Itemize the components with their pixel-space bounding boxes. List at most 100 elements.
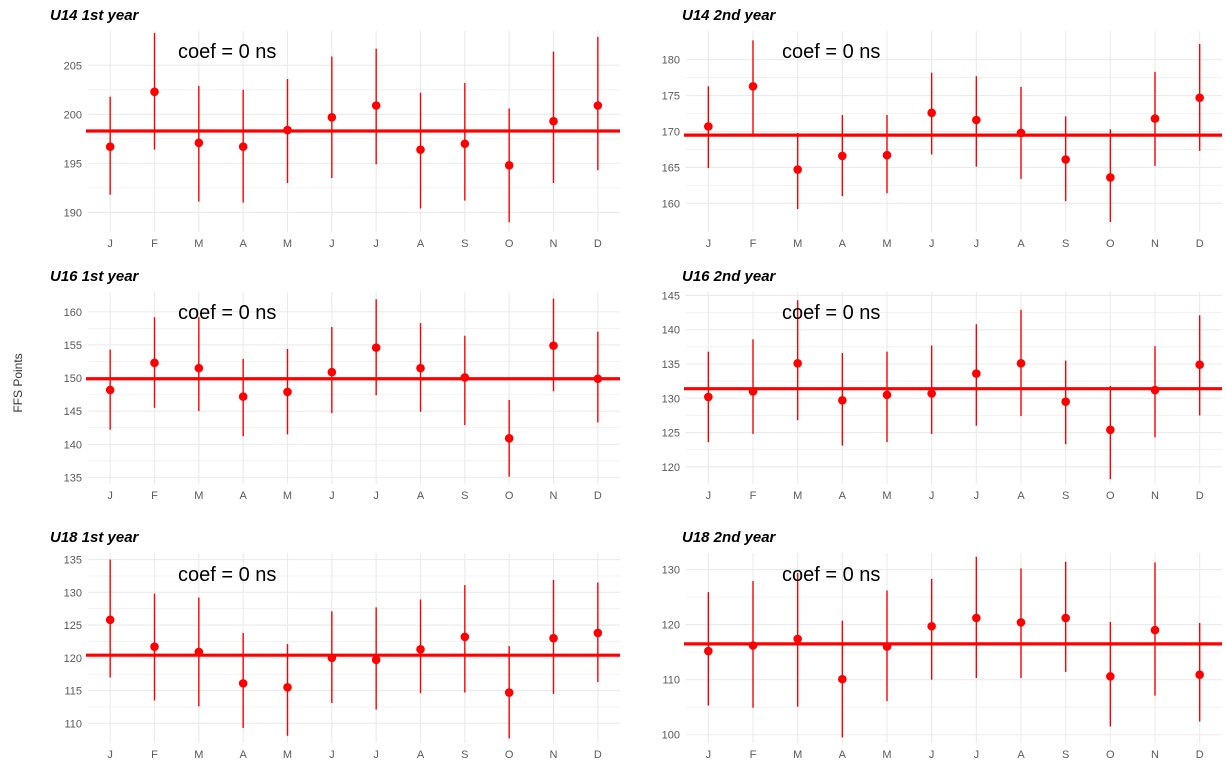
x-tick-label: N — [1151, 238, 1159, 250]
x-tick-label: O — [1106, 238, 1115, 250]
data-point — [838, 396, 847, 405]
panel-title: U18 1st year — [50, 529, 140, 546]
x-tick-label: M — [882, 749, 891, 761]
x-tick-label: A — [239, 490, 247, 502]
x-tick-label: J — [929, 238, 935, 250]
data-point — [1106, 173, 1115, 182]
panel-4: U16 2nd year 120 125 130 135 140 145 J F M A M J J A S O… — [662, 268, 1222, 502]
x-tick-label: S — [461, 238, 468, 250]
y-tick-label: 130 — [64, 587, 82, 599]
x-tick-label: N — [550, 238, 558, 250]
data-point — [283, 387, 292, 397]
y-tick-label: 170 — [662, 127, 680, 139]
data-point — [1106, 672, 1115, 681]
coef-annotation: coef = 0 ns — [782, 564, 880, 586]
y-tick-label: 160 — [64, 307, 82, 319]
data-point — [972, 115, 981, 125]
y-tick-label: 125 — [662, 428, 680, 440]
panel-3: U16 1st year 135 140 145 150 155 160 J F M A M J J A S O… — [50, 268, 620, 502]
x-tick-label: O — [1106, 490, 1115, 502]
data-point — [238, 392, 248, 401]
y-tick-label: 160 — [662, 198, 680, 210]
x-tick-label: J — [107, 238, 113, 250]
x-tick-label: F — [151, 490, 158, 502]
data-point — [1061, 613, 1070, 623]
x-tick-label: D — [594, 490, 602, 502]
x-tick-label: F — [750, 238, 757, 250]
x-tick-label: A — [417, 490, 425, 502]
y-tick-label: 100 — [662, 730, 680, 742]
x-tick-label: J — [329, 490, 335, 502]
x-tick-label: M — [793, 490, 802, 502]
data-point — [283, 683, 292, 692]
panel-5: U18 1st year 110 115 120 125 130 135 J F M A M J J A S O… — [50, 529, 620, 761]
y-tick-label: 135 — [64, 472, 82, 484]
data-point — [327, 653, 337, 663]
data-point — [793, 359, 802, 368]
y-tick-label: 115 — [64, 686, 82, 698]
y-tick-label: 125 — [64, 620, 82, 632]
x-tick-label: D — [594, 238, 602, 250]
data-point — [1106, 425, 1115, 435]
x-tick-label: A — [1017, 238, 1025, 250]
x-tick-label: J — [929, 490, 935, 502]
x-tick-label: A — [239, 238, 247, 250]
x-tick-label: M — [283, 749, 292, 761]
coef-annotation: coef = 0 ns — [178, 564, 276, 586]
x-tick-label: A — [417, 238, 425, 250]
y-tick-label: 165 — [662, 162, 680, 174]
data-point — [882, 642, 892, 651]
data-point — [793, 634, 802, 644]
x-tick-label: A — [239, 749, 247, 761]
data-point — [593, 628, 603, 638]
data-point — [748, 81, 758, 91]
data-point — [416, 645, 425, 654]
y-tick-label: 110 — [64, 718, 82, 730]
x-tick-label: M — [283, 490, 292, 502]
data-point — [1150, 625, 1160, 635]
data-point — [704, 646, 713, 656]
y-tick-label: 135 — [64, 555, 82, 567]
coef-annotation: coef = 0 ns — [178, 41, 276, 63]
x-tick-label: N — [1151, 749, 1159, 761]
x-tick-label: J — [974, 490, 980, 502]
y-tick-label: 150 — [64, 373, 82, 385]
data-point — [238, 679, 248, 688]
y-tick-label: 200 — [64, 109, 82, 121]
y-tick-label: 145 — [64, 406, 82, 418]
x-tick-label: J — [107, 749, 113, 761]
x-tick-label: N — [550, 490, 558, 502]
data-point — [593, 374, 603, 384]
data-point — [793, 165, 802, 174]
panel-6: U18 2nd year 100 110 120 130 J F M A M J J A S O N Dcoef… — [662, 529, 1222, 761]
data-point — [416, 145, 425, 154]
data-point — [327, 367, 337, 377]
coef-annotation: coef = 0 ns — [782, 41, 880, 63]
data-point — [1061, 397, 1070, 407]
x-tick-label: J — [329, 238, 335, 250]
y-tick-label: 120 — [64, 653, 82, 665]
data-point — [194, 647, 204, 657]
y-tick-label: 190 — [64, 207, 82, 219]
x-tick-label: D — [1196, 749, 1204, 761]
x-tick-label: J — [373, 490, 379, 502]
x-tick-label: D — [1196, 490, 1204, 502]
data-point — [1195, 360, 1204, 369]
y-tick-label: 130 — [662, 393, 680, 405]
data-point — [1061, 155, 1070, 164]
y-tick-label: 130 — [662, 565, 680, 577]
x-tick-label: J — [974, 749, 980, 761]
y-tick-label: 145 — [662, 290, 680, 302]
x-tick-label: F — [151, 749, 158, 761]
x-tick-label: A — [417, 749, 425, 761]
data-point — [549, 633, 558, 643]
data-point — [927, 389, 936, 398]
x-tick-label: M — [194, 749, 203, 761]
y-tick-label: 175 — [662, 91, 680, 103]
x-tick-label: M — [283, 238, 292, 250]
panel-title: U16 2nd year — [682, 268, 777, 285]
data-point — [283, 125, 292, 135]
data-point — [1016, 618, 1026, 627]
data-point — [704, 122, 713, 131]
data-point — [194, 363, 204, 373]
